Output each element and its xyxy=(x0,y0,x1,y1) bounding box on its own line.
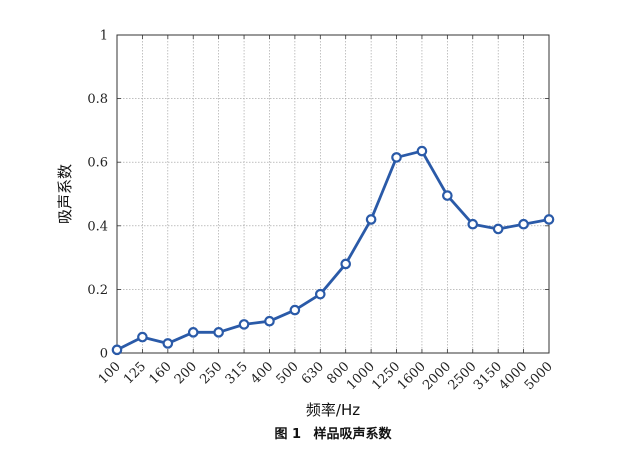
data-point xyxy=(365,214,377,225)
axes xyxy=(116,34,550,354)
x-tick-label: 125 xyxy=(121,359,149,387)
y-tick-label: 0.6 xyxy=(87,156,108,171)
x-tick-label: 500 xyxy=(274,359,302,387)
data-point xyxy=(442,190,453,201)
x-tick-label: 1600 xyxy=(395,359,429,393)
x-axis-label: 频率/Hz xyxy=(306,401,360,419)
x-tick-label: 1250 xyxy=(369,359,403,393)
figure-caption-text: 样品吸声系数 xyxy=(314,426,393,442)
data-point xyxy=(391,152,402,163)
x-tick-labels: 1001251602002503154005006308001000125016… xyxy=(96,359,556,393)
data-point xyxy=(187,327,199,338)
data-point xyxy=(238,319,250,330)
data-point xyxy=(492,223,504,235)
x-tick-label: 3150 xyxy=(471,359,505,393)
y-tick-label: 0 xyxy=(100,347,108,362)
x-tick-label: 2000 xyxy=(420,359,454,393)
data-point xyxy=(162,338,174,349)
y-tick-label: 0.8 xyxy=(87,92,108,107)
figure-caption: 图 1 样品吸声系数 xyxy=(274,426,392,442)
data-point xyxy=(416,145,428,157)
x-tick-label: 250 xyxy=(197,359,225,387)
x-tick-label: 315 xyxy=(223,359,251,387)
data-point xyxy=(264,315,275,327)
x-tick-label: 630 xyxy=(299,359,327,387)
figure-caption-number: 图 1 xyxy=(274,427,301,442)
x-tick-label: 160 xyxy=(146,359,174,387)
x-tick-label: 4000 xyxy=(496,359,530,393)
data-point xyxy=(467,218,479,230)
data-point xyxy=(340,258,352,270)
x-tick-label: 2500 xyxy=(446,359,480,393)
y-axis-label: 吸声系数 xyxy=(56,164,74,224)
x-tick-label: 200 xyxy=(172,359,200,387)
x-tick-label: 1000 xyxy=(344,359,378,393)
plot-area xyxy=(117,35,549,353)
y-tick-label: 0.2 xyxy=(87,283,108,298)
data-point xyxy=(518,218,529,230)
data-point xyxy=(543,214,555,225)
data-point xyxy=(289,304,301,316)
series-layer xyxy=(111,145,555,356)
x-tick-label: 5000 xyxy=(522,359,556,393)
x-tick-label: 400 xyxy=(248,359,276,387)
data-point xyxy=(314,288,326,300)
y-tick-label: 1 xyxy=(100,29,108,44)
plot-frame xyxy=(116,34,550,354)
data-point xyxy=(111,344,123,356)
y-tick-labels: 0 0.2 0.4 0.6 0.8 1 xyxy=(87,29,108,362)
data-point xyxy=(137,331,148,343)
y-tick-label: 0.4 xyxy=(87,219,108,234)
x-tick-label: 100 xyxy=(96,359,124,387)
data-point xyxy=(213,327,224,338)
